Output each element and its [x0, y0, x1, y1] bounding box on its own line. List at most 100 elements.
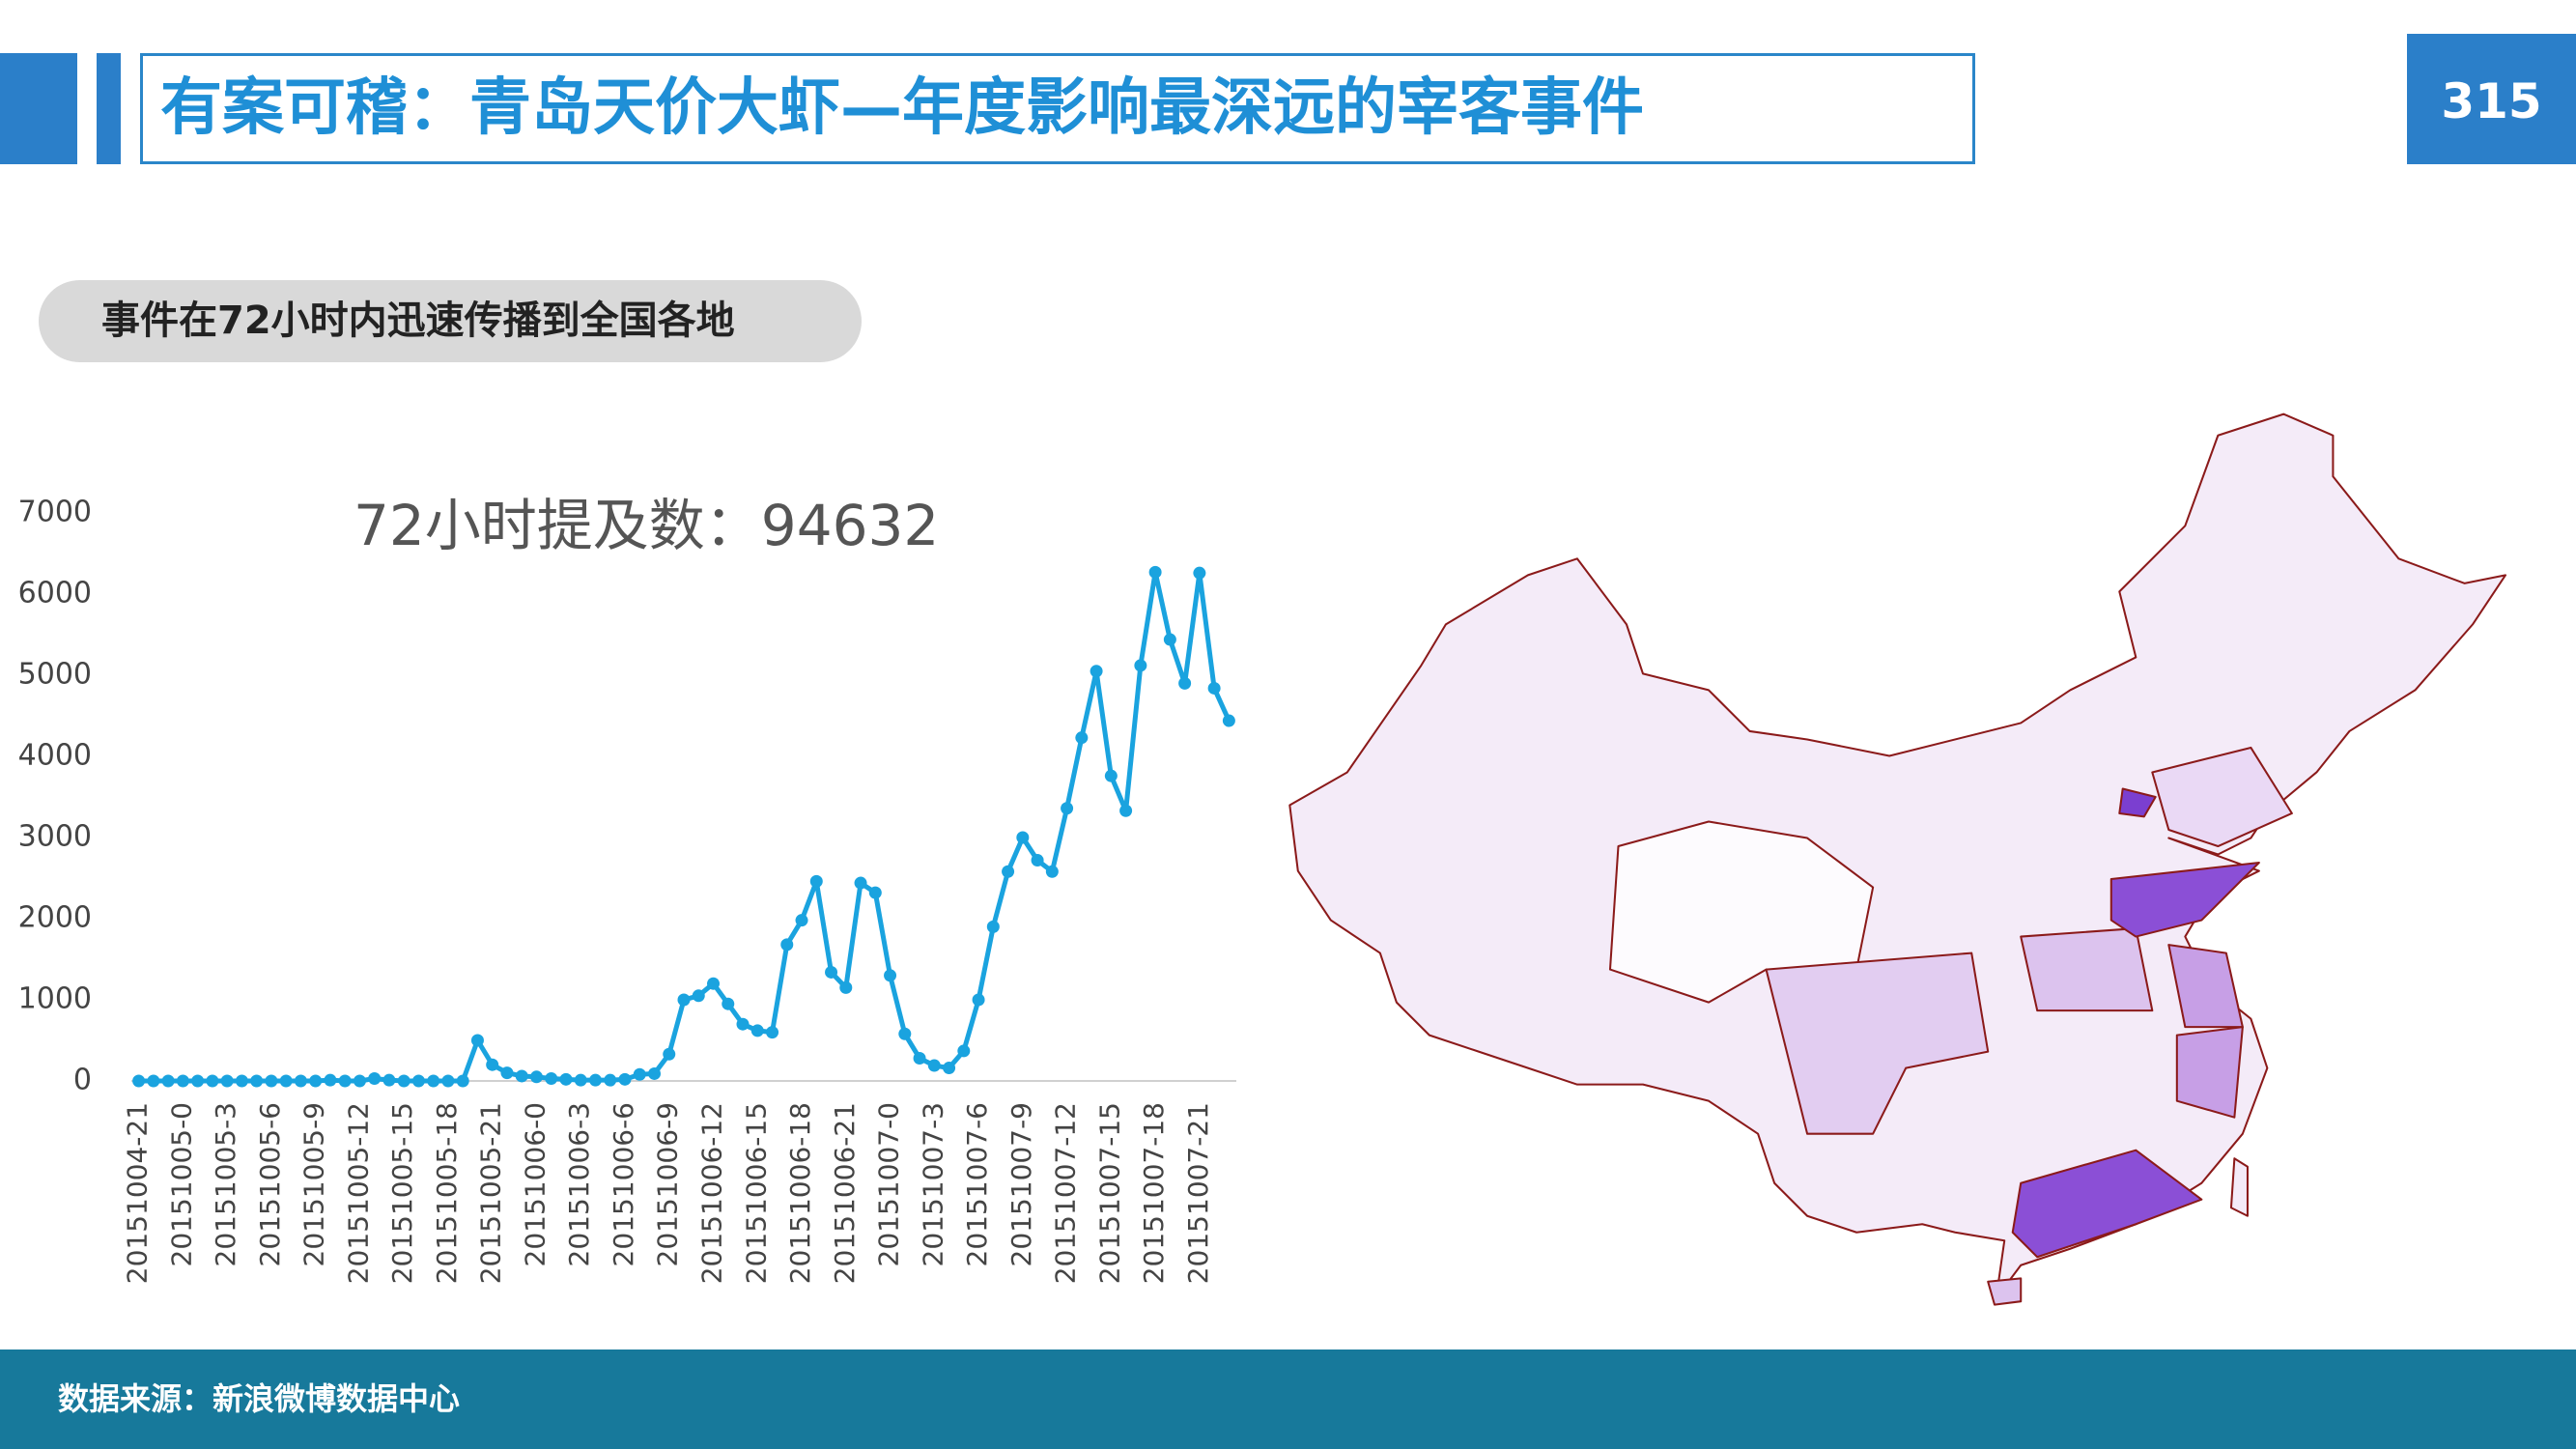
x-tick-label: 20151007-21 [1182, 1102, 1214, 1284]
data-point [825, 965, 838, 979]
x-tick-label: 20151006-9 [652, 1102, 684, 1266]
data-point [529, 1070, 543, 1084]
data-point [279, 1074, 293, 1088]
data-point [470, 1034, 484, 1047]
data-point [411, 1074, 425, 1088]
x-tick-label: 20151007-6 [961, 1102, 993, 1266]
data-point [1148, 565, 1162, 579]
x-tick-label: 20151006-3 [563, 1102, 595, 1266]
data-point [780, 938, 794, 952]
x-tick-label: 20151007-9 [1005, 1102, 1037, 1266]
data-point [1061, 802, 1074, 815]
data-point [500, 1066, 514, 1080]
y-tick-label: 2000 [18, 901, 92, 935]
y-tick-label: 3000 [18, 820, 92, 854]
data-point [545, 1071, 558, 1085]
data-point [722, 997, 735, 1010]
chart: 72小时提及数：94632 0 1000 2000 3000 4000 5000 6000 7… [18, 493, 1236, 1284]
data-point [1222, 714, 1235, 727]
data-point [574, 1073, 587, 1087]
y-tick-label: 5000 [18, 658, 92, 692]
data-point [456, 1074, 469, 1088]
data-point [750, 1024, 764, 1037]
data-point [884, 969, 897, 982]
data-point [338, 1074, 352, 1088]
data-point [206, 1074, 219, 1088]
x-tick-label: 20151007-18 [1138, 1102, 1170, 1284]
data-point [1104, 769, 1118, 782]
x-tick-label: 20151007-15 [1093, 1102, 1125, 1284]
data-point [588, 1073, 602, 1087]
data-point [1031, 854, 1044, 867]
header-bar [0, 53, 77, 164]
data-point [766, 1026, 779, 1039]
annotation: 72小时提及数：94632 [354, 493, 939, 558]
data-point [368, 1071, 382, 1085]
y-tick-label: 1000 [18, 982, 92, 1016]
data-point [854, 876, 867, 890]
data-point [486, 1058, 499, 1071]
data-point [1016, 831, 1030, 844]
data-point [1207, 681, 1221, 695]
x-tick-label: 20151005-3 [210, 1102, 241, 1266]
y-tick-label: 6000 [18, 577, 92, 611]
data-point [898, 1027, 912, 1040]
data-point [604, 1073, 617, 1087]
data-point [647, 1066, 661, 1080]
data-point [441, 1074, 455, 1088]
data-point [1090, 665, 1103, 678]
data-point [132, 1074, 146, 1088]
data-point [382, 1073, 396, 1087]
data-point [235, 1074, 248, 1088]
data-point [1119, 804, 1133, 817]
data-point [677, 993, 691, 1007]
data-point [972, 993, 985, 1007]
data-point [943, 1062, 956, 1075]
data-point [353, 1074, 366, 1088]
page-number: 315 [2407, 34, 2576, 164]
data-point [161, 1074, 175, 1088]
x-tick-label: 20151004-21 [122, 1102, 154, 1284]
x-tick-label: 20151005-15 [386, 1102, 418, 1284]
data-point [324, 1073, 337, 1087]
data-point [1163, 633, 1176, 646]
data-point [913, 1051, 926, 1065]
x-tick-label: 20151006-15 [740, 1102, 772, 1284]
data-point [692, 989, 705, 1003]
data-point [663, 1047, 676, 1061]
data-point [809, 874, 823, 888]
data-point [1075, 731, 1089, 745]
y-tick-label: 0 [73, 1064, 92, 1097]
data-point [220, 1074, 234, 1088]
data-point [618, 1072, 632, 1086]
slide-title: 有案可稽：青岛天价大虾—年度影响最深远的宰客事件 [140, 53, 1975, 164]
data-point [1045, 865, 1059, 878]
x-tick-label: 20151005-9 [298, 1102, 330, 1266]
data-point [986, 920, 1000, 933]
data-point [868, 886, 882, 899]
data-point [147, 1074, 160, 1088]
data-point [191, 1074, 205, 1088]
y-tick-label: 7000 [18, 496, 92, 529]
data-point [707, 977, 721, 990]
data-point [176, 1074, 189, 1088]
x-tick-label: 20151005-0 [165, 1102, 197, 1266]
data-point [839, 980, 853, 994]
data-point [1134, 659, 1147, 672]
x-tick-label: 20151005-12 [342, 1102, 374, 1284]
data-point [736, 1017, 750, 1031]
x-tick-label: 20151005-6 [254, 1102, 286, 1266]
x-tick-label: 20151006-18 [784, 1102, 816, 1284]
x-tick-label: 20151007-12 [1050, 1102, 1082, 1284]
x-tick-label: 20151007-3 [917, 1102, 948, 1266]
data-point [1002, 865, 1015, 878]
data-point [294, 1074, 307, 1088]
y-tick-label: 4000 [18, 739, 92, 773]
data-point [515, 1069, 528, 1083]
x-tick-label: 20151006-21 [829, 1102, 861, 1284]
data-point [250, 1074, 264, 1088]
data-point [633, 1067, 646, 1081]
data-point [309, 1074, 323, 1088]
footer-source: 数据来源：新浪微博数据中心 [0, 1350, 2576, 1449]
